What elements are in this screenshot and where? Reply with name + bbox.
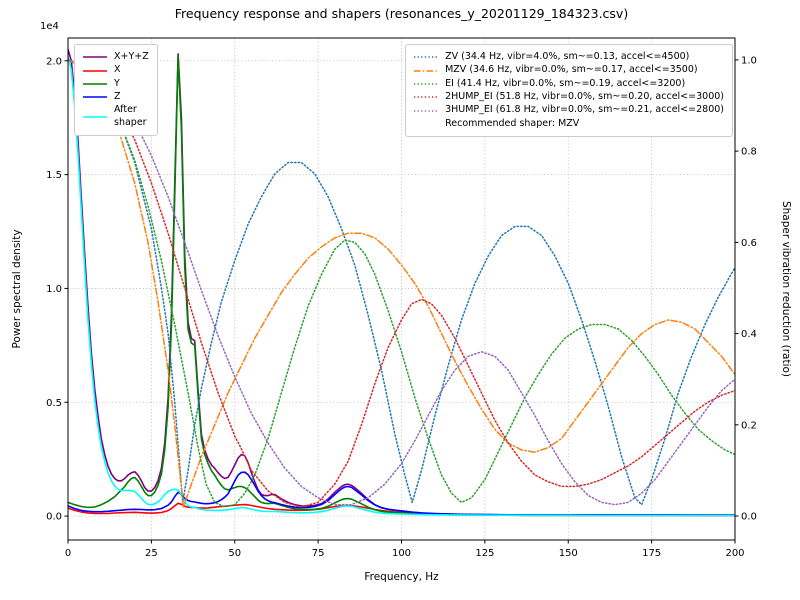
y-left-tick-label: 1.5 [46, 170, 62, 181]
legend-item-xyz: X+Y+Z [82, 51, 149, 63]
legend-item-2hump-ei: 2HUMP_EI (51.8 Hz, vibr=0.0%, sm~=0.20, … [413, 91, 724, 103]
legend-item-3hump-ei: 3HUMP_EI (61.8 Hz, vibr=0.0%, sm~=0.21, … [413, 104, 724, 116]
chart-title: Frequency response and shapers (resonanc… [174, 6, 629, 21]
legend-label-ei: EI (41.4 Hz, vibr=0.0%, sm~=0.19, accel<… [445, 77, 686, 89]
y-right-tick-label: 0.6 [741, 238, 757, 249]
series-group [68, 48, 735, 517]
legend-line-sample-ei [414, 83, 439, 85]
x-tick-label: 100 [392, 548, 411, 559]
series-2hump-ei [68, 59, 735, 508]
legend-line-sample-x [83, 69, 107, 72]
legend-label-mzv: MZV (34.6 Hz, vibr=0.0%, sm~=0.17, accel… [445, 64, 698, 76]
legend-label-z: Z [114, 91, 121, 103]
y-left-tick-label: 2.0 [46, 56, 62, 67]
legend-label-zv: ZV (34.4 Hz, vibr=4.0%, sm~=0.13, accel<… [445, 51, 690, 62]
legend-label-3hump-ei: 3HUMP_EI (61.8 Hz, vibr=0.0%, sm~=0.21, … [445, 104, 724, 116]
recommended-shaper-note: Recommended shaper: MZV [445, 117, 580, 129]
legend-item-zv: ZV (34.4 Hz, vibr=4.0%, sm~=0.13, accel<… [413, 51, 724, 63]
legend-item-z: Z [82, 91, 149, 103]
x-tick-label: 25 [145, 548, 158, 559]
legend-item-recommended-shaper: Recommended shaper: MZV [413, 118, 724, 130]
legend-left: X+Y+Z X Y Z After shaper [74, 44, 158, 137]
legend-line-sample-xyz [83, 56, 107, 58]
x-tick-label: 200 [725, 548, 744, 559]
axis-ticks: 0 25 50 75 100 125 150 175 200 0.0 0.5 1.0 1.5 2.0 0.0… [46, 55, 757, 559]
legend-line-sample-y [83, 83, 107, 85]
legend-line-sample-3hump-ei [414, 109, 439, 112]
x-tick-label: 125 [475, 548, 494, 559]
series-3hump-ei [68, 59, 735, 506]
x-tick-label: 175 [642, 548, 661, 559]
y-left-tick-label: 1.0 [46, 284, 62, 295]
x-tick-label: 75 [312, 548, 325, 559]
y-left-tick-label: 0.0 [46, 512, 62, 523]
legend-label-after-shaper: After shaper [114, 104, 147, 128]
y-axis-offset-text: 1e4 [40, 21, 59, 32]
legend-label-xyz: X+Y+Z [114, 51, 149, 62]
y-right-tick-label: 0.4 [741, 329, 757, 340]
y-right-tick-label: 0.2 [741, 420, 757, 431]
legend-line-sample-2hump-ei [414, 96, 439, 99]
legend-label-y: Y [114, 77, 120, 89]
y-left-tick-label: 0.5 [46, 398, 62, 409]
legend-label-2hump-ei: 2HUMP_EI (51.8 Hz, vibr=0.0%, sm~=0.20, … [445, 91, 724, 103]
x-tick-label: 0 [65, 548, 71, 559]
series-y [68, 55, 735, 517]
series-z [68, 471, 735, 517]
x-axis-label: Frequency, Hz [364, 571, 439, 583]
legend-item-after-shaper: After shaper [82, 104, 149, 129]
legend-line-sample-z [83, 96, 107, 99]
legend-item-ei: EI (41.4 Hz, vibr=0.0%, sm~=0.19, accel<… [413, 78, 724, 90]
legend-right: ZV (34.4 Hz, vibr=4.0%, sm~=0.13, accel<… [405, 44, 733, 138]
x-tick-label: 150 [559, 548, 578, 559]
y-right-tick-label: 0.8 [741, 147, 757, 158]
y-right-tick-label: 0.0 [741, 512, 757, 523]
legend-item-mzv: MZV (34.6 Hz, vibr=0.0%, sm~=0.17, accel… [413, 64, 724, 76]
y-right-tick-label: 1.0 [741, 55, 757, 66]
series-ei [68, 59, 735, 508]
legend-line-sample-mzv [414, 69, 439, 72]
series-mzv [68, 59, 735, 508]
legend-item-y: Y [82, 78, 149, 90]
legend-label-x: X [114, 64, 121, 76]
legend-line-sample-zv [414, 56, 439, 58]
legend-line-sample-after-shaper [83, 115, 107, 118]
x-tick-label: 50 [228, 548, 241, 559]
series-after-shaper [68, 55, 735, 517]
legend-item-x: X [82, 64, 149, 76]
